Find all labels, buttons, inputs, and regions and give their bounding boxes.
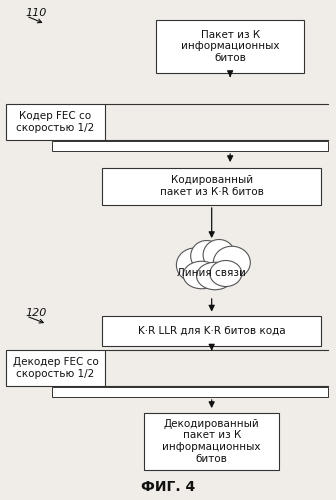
FancyBboxPatch shape <box>6 350 105 386</box>
FancyBboxPatch shape <box>102 168 321 205</box>
Ellipse shape <box>203 240 235 270</box>
Text: Пакет из К
информационных
битов: Пакет из К информационных битов <box>181 30 280 63</box>
Ellipse shape <box>191 240 222 272</box>
Ellipse shape <box>183 261 220 289</box>
Ellipse shape <box>176 248 213 282</box>
Text: Декодер FEC со
скоростью 1/2: Декодер FEC со скоростью 1/2 <box>12 357 98 379</box>
Text: Кодированный
пакет из К·R битов: Кодированный пакет из К·R битов <box>160 176 264 197</box>
FancyBboxPatch shape <box>6 104 105 140</box>
FancyBboxPatch shape <box>102 316 321 346</box>
FancyBboxPatch shape <box>144 412 279 470</box>
Text: Декодированный
пакет из К
информационных
битов: Декодированный пакет из К информационных… <box>162 419 261 464</box>
Text: K·R LLR для K·R битов кода: K·R LLR для K·R битов кода <box>138 326 286 336</box>
Ellipse shape <box>213 246 250 279</box>
Text: Линия связи: Линия связи <box>177 268 246 278</box>
Text: Кодер FEC со
скоростью 1/2: Кодер FEC со скоростью 1/2 <box>16 111 94 133</box>
FancyBboxPatch shape <box>52 141 328 151</box>
Text: ФИГ. 4: ФИГ. 4 <box>141 480 195 494</box>
Text: 110: 110 <box>25 8 47 18</box>
FancyBboxPatch shape <box>156 20 304 72</box>
Ellipse shape <box>197 262 234 290</box>
Ellipse shape <box>210 260 242 286</box>
FancyBboxPatch shape <box>52 387 328 397</box>
Text: 120: 120 <box>25 308 47 318</box>
